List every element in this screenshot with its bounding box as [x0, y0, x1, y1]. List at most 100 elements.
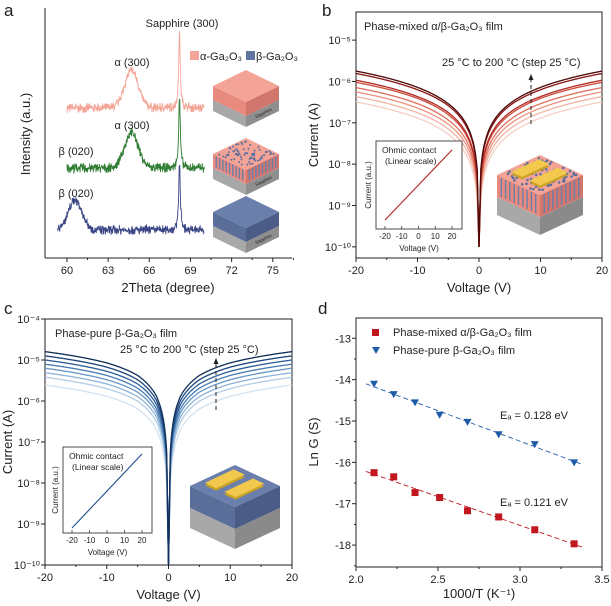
- x-tick-label: 2.0: [348, 574, 363, 586]
- beta-grain-dot: [244, 140, 247, 143]
- y-axis-title: Ln G (S): [306, 417, 321, 466]
- beta-grain-dot: [230, 158, 233, 161]
- beta-grain-dot: [506, 172, 510, 176]
- x-tick-label: 10: [534, 265, 546, 277]
- beta-grain-dot: [557, 181, 561, 184]
- legend-marker-triangle: [372, 347, 380, 354]
- y-tick-label: 10⁻⁷: [329, 118, 351, 130]
- iv-curve: [45, 363, 292, 565]
- y-tick-label: -16: [335, 457, 351, 469]
- beta-grain-dot: [238, 152, 241, 155]
- beta-grain-dot: [242, 148, 245, 151]
- iv-curve: [45, 367, 292, 565]
- beta-grain-dot: [268, 150, 271, 153]
- temperature-range-annotation: 25 °C to 200 °C (step 25 °C): [442, 57, 581, 69]
- layer-right-face: [540, 197, 583, 235]
- x-tick-label: -20: [348, 265, 364, 277]
- y-tick-label: 10⁻⁸: [17, 478, 40, 490]
- beta-grain-dot: [529, 187, 532, 190]
- y-tick-label: 10⁻⁸: [328, 159, 351, 171]
- beta-grain-dot: [550, 160, 553, 164]
- beta-grain-dot: [232, 145, 235, 148]
- beta-grain-dot: [272, 153, 275, 156]
- data-point-triangle: [463, 418, 472, 426]
- sapphire-peak-label: Sapphire (300): [146, 18, 219, 30]
- data-point-triangle: [370, 380, 379, 388]
- beta-grain-dot: [240, 141, 243, 144]
- inset-title: Ohmic contact: [382, 145, 437, 155]
- beta-grain-dot: [240, 158, 243, 161]
- x-tick-label: 2.5: [430, 574, 445, 586]
- x-axis-title: Voltage (V): [136, 587, 200, 602]
- x-axis-title: 1000/T (K⁻¹): [443, 586, 515, 601]
- beta-grain-dot: [253, 154, 256, 157]
- beta-grain-dot: [222, 155, 225, 158]
- legend-label: Phase-pure β-Ga₂O₃ film: [393, 345, 515, 357]
- beta-grain-dot: [240, 155, 243, 158]
- beta-grain-dot: [508, 170, 511, 173]
- beta-grain-dot: [261, 155, 264, 158]
- data-point-square: [495, 513, 503, 521]
- y-tick-label: 10⁻⁵: [328, 35, 351, 47]
- inset-iv-line: [384, 149, 453, 221]
- beta-grain-dot: [258, 148, 261, 151]
- beta-grain-dot: [243, 154, 246, 157]
- series-phase-mixed: [365, 469, 583, 548]
- arrow-head-icon: [213, 358, 219, 364]
- beta-grain-dot: [251, 162, 254, 165]
- beta-grain-dot: [548, 162, 552, 166]
- y-tick-label: 10⁻⁵: [17, 355, 40, 367]
- inset-x-axis-title: Voltage (V): [88, 548, 128, 557]
- layer-left-face: [213, 86, 246, 116]
- panel-label-c: c: [4, 299, 13, 318]
- x-axis-title: Voltage (V): [447, 280, 511, 295]
- activation-energy-label: Eₐ = 0.121 eV: [500, 497, 569, 509]
- y-axis-title: Current (A): [306, 103, 321, 167]
- layer-right-face: [235, 508, 280, 549]
- beta-grain-dot: [253, 149, 256, 152]
- fit-line: [365, 471, 583, 548]
- beta-grain-dot: [246, 163, 249, 166]
- beta-grain-dot: [263, 154, 266, 157]
- legend-swatch-alpha: [190, 51, 199, 60]
- x-tick-label: 20: [596, 265, 608, 277]
- beta-grain-dot: [258, 158, 261, 161]
- x-tick-label: 69: [184, 265, 196, 277]
- y-tick-label: -17: [335, 499, 351, 511]
- beta-grain-dot: [238, 161, 241, 164]
- beta-grain-dot: [233, 149, 236, 152]
- beta-grain-dot: [237, 143, 240, 146]
- iv-curve: [356, 70, 602, 247]
- device-schematic: [190, 465, 280, 549]
- x-tick-label: 10: [224, 572, 236, 584]
- data-point-triangle: [570, 459, 579, 467]
- beta-grain-dot: [269, 153, 272, 156]
- iv-curves: [45, 350, 292, 565]
- inset-title: Ohmic contact: [69, 451, 124, 461]
- y-tick-label: -18: [335, 540, 351, 552]
- inset-x-tick-label: 10: [431, 232, 440, 241]
- xrd-trace: [56, 164, 205, 235]
- beta-grain-dot: [247, 160, 250, 163]
- legend-swatch-beta: [246, 51, 255, 60]
- x-tick-label: -10: [410, 265, 426, 277]
- beta-grain-dot: [526, 161, 529, 165]
- iv-curve: [45, 376, 292, 565]
- legend-label: α-Ga₂O₃: [200, 51, 242, 63]
- y-tick-label: -15: [335, 416, 351, 428]
- beta-grain-dot: [248, 157, 251, 160]
- y-tick-label: 10⁻⁶: [17, 396, 40, 408]
- inset-x-tick-label: 20: [448, 232, 457, 241]
- beta-grain-dot: [537, 157, 541, 160]
- y-tick-label: 10⁻⁴: [17, 314, 40, 326]
- inset-title: (Linear scale): [385, 156, 437, 166]
- beta-grain-dot: [525, 182, 528, 186]
- beta-grain-dot: [224, 156, 227, 159]
- panel-b-iv-chart: -20 -10 0 10 20 10⁻¹⁰ 10⁻⁹ 10⁻⁸ 10⁻⁷ 10⁻⁶ 10⁻⁵ Volt…: [306, 11, 608, 295]
- fit-line: [365, 383, 583, 465]
- y-tick-label: 10⁻⁹: [328, 200, 351, 212]
- layer-right-face: [246, 168, 279, 195]
- data-point-square: [531, 526, 539, 534]
- layer-right-face: [246, 100, 279, 127]
- panel-a-xrd-chart: 60 63 66 69 72 75 2Theta (degree) Intensity (a.…: [18, 8, 298, 295]
